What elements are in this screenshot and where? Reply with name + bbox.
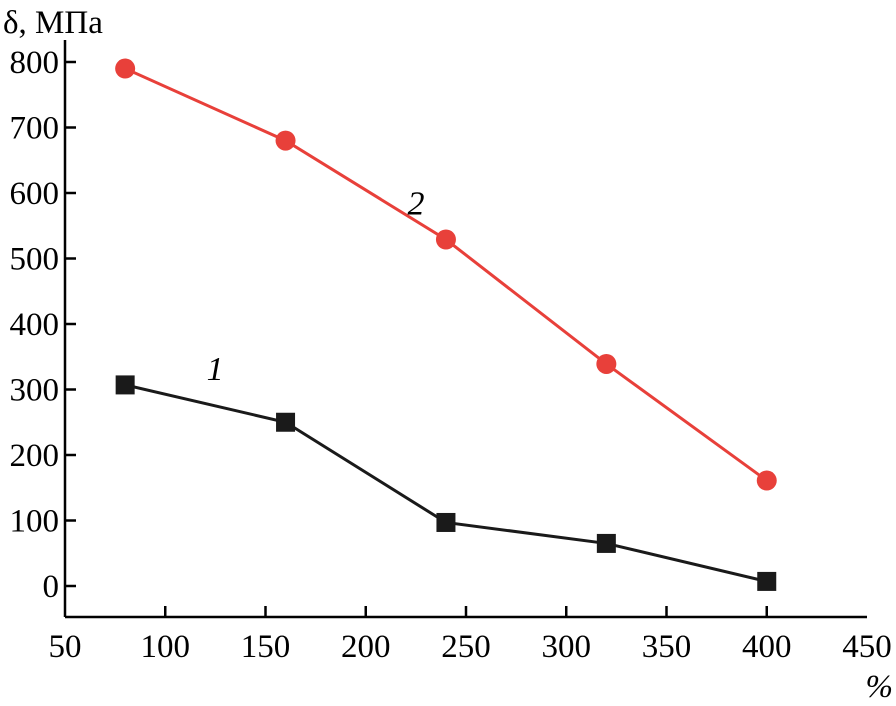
x-tick-label: 300 <box>542 629 592 665</box>
y-tick-label: 100 <box>10 504 60 540</box>
x-tick-label: 350 <box>642 629 692 665</box>
series-layer: 12 <box>115 58 777 591</box>
series-1-point <box>115 375 135 395</box>
y-tick-label: 500 <box>10 242 60 278</box>
y-tick-label: 300 <box>10 373 60 409</box>
series-2-point <box>596 353 617 374</box>
x-tick-label: 150 <box>241 629 291 665</box>
series-2-point <box>115 58 136 79</box>
series-2-point <box>435 229 456 250</box>
y-tick-label: 200 <box>10 438 60 474</box>
y-tick-label: 600 <box>10 176 60 212</box>
x-axis-title: % <box>866 669 894 705</box>
axes <box>63 40 867 619</box>
series-2-point <box>756 470 777 491</box>
y-tick-label: 400 <box>10 307 60 343</box>
x-tick-label: 100 <box>141 629 191 665</box>
series-1-point <box>596 533 616 553</box>
y-ticks: 0 100 200 300 400 500 600 700 800 <box>10 45 76 605</box>
series-2-line <box>124 67 768 482</box>
series-1-line <box>124 383 768 583</box>
series-2-point <box>275 130 296 151</box>
x-tick-label: 450 <box>842 629 892 665</box>
x-tick-label: 250 <box>441 629 491 665</box>
x-tick-label: 200 <box>341 629 391 665</box>
y-axis-title: δ, МПа <box>3 5 103 41</box>
series-1: 1 <box>115 351 777 591</box>
series-2-label: 2 <box>407 186 424 223</box>
series-1-point <box>276 412 296 432</box>
y-tick-label: 700 <box>10 111 60 147</box>
y-tick-label: 0 <box>43 569 60 605</box>
x-tick-label: 50 <box>49 629 82 665</box>
series-1-point <box>436 512 456 532</box>
series-2: 2 <box>115 58 777 491</box>
y-tick-label: 800 <box>10 45 60 81</box>
x-ticks: 50 100 150 200 250 300 350 400 450 <box>49 606 892 665</box>
x-tick-label: 400 <box>742 629 792 665</box>
series-1-point <box>757 571 777 591</box>
series-1-label: 1 <box>207 351 224 388</box>
